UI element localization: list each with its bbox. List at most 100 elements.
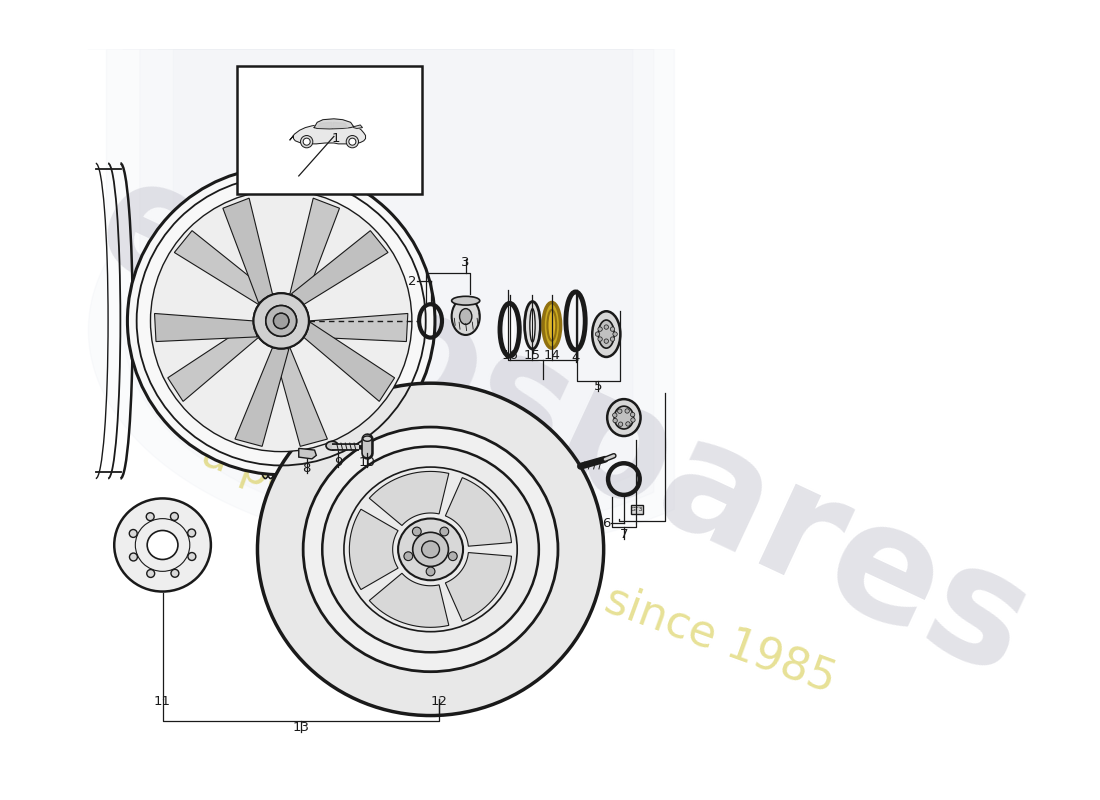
Ellipse shape <box>326 442 339 450</box>
Ellipse shape <box>257 383 604 715</box>
Text: 12: 12 <box>431 694 448 707</box>
Polygon shape <box>154 314 256 342</box>
Ellipse shape <box>598 320 614 348</box>
Circle shape <box>304 138 310 145</box>
Circle shape <box>404 552 412 561</box>
Ellipse shape <box>262 163 289 478</box>
Ellipse shape <box>543 302 561 348</box>
Circle shape <box>598 327 603 331</box>
Polygon shape <box>446 478 512 546</box>
Circle shape <box>610 337 615 342</box>
Ellipse shape <box>505 309 514 350</box>
Polygon shape <box>290 124 365 144</box>
Text: GT3: GT3 <box>630 507 644 512</box>
Ellipse shape <box>412 532 449 566</box>
Circle shape <box>266 306 297 336</box>
Circle shape <box>626 422 630 426</box>
Polygon shape <box>292 230 388 306</box>
Ellipse shape <box>548 310 557 341</box>
Circle shape <box>630 418 635 422</box>
Ellipse shape <box>188 553 196 561</box>
Text: 10: 10 <box>359 455 376 469</box>
Ellipse shape <box>146 570 155 578</box>
Text: 7: 7 <box>619 527 628 541</box>
Text: 8: 8 <box>302 462 311 474</box>
Circle shape <box>253 294 309 349</box>
Polygon shape <box>235 345 289 446</box>
Polygon shape <box>354 125 363 129</box>
Polygon shape <box>274 345 328 446</box>
Circle shape <box>274 314 289 329</box>
Circle shape <box>613 413 617 418</box>
Circle shape <box>610 327 615 331</box>
Circle shape <box>595 332 600 336</box>
Circle shape <box>300 135 312 148</box>
Polygon shape <box>174 230 271 306</box>
Polygon shape <box>223 198 273 302</box>
Polygon shape <box>299 448 317 459</box>
Circle shape <box>598 337 603 342</box>
Polygon shape <box>315 119 354 129</box>
Circle shape <box>440 527 449 536</box>
Ellipse shape <box>452 298 480 335</box>
Ellipse shape <box>304 427 558 672</box>
Text: 9: 9 <box>334 455 342 469</box>
Ellipse shape <box>460 309 472 325</box>
Circle shape <box>604 339 608 343</box>
Ellipse shape <box>188 529 196 537</box>
Text: 11: 11 <box>154 694 172 707</box>
Text: 15: 15 <box>524 350 541 362</box>
Text: 3: 3 <box>462 256 470 269</box>
Ellipse shape <box>530 309 535 342</box>
Polygon shape <box>306 314 408 342</box>
Circle shape <box>128 167 435 474</box>
Polygon shape <box>289 198 340 302</box>
Polygon shape <box>631 506 644 514</box>
Circle shape <box>349 138 356 145</box>
Ellipse shape <box>363 436 372 442</box>
Circle shape <box>346 135 359 148</box>
Polygon shape <box>350 510 398 590</box>
Ellipse shape <box>170 513 178 521</box>
Text: 6: 6 <box>603 517 611 530</box>
Circle shape <box>274 314 289 329</box>
Ellipse shape <box>398 518 463 580</box>
Ellipse shape <box>525 302 540 349</box>
Ellipse shape <box>421 541 440 558</box>
Ellipse shape <box>322 446 539 652</box>
Polygon shape <box>370 471 449 526</box>
Polygon shape <box>446 553 512 621</box>
Ellipse shape <box>452 296 480 305</box>
Circle shape <box>426 567 434 576</box>
Polygon shape <box>333 122 348 128</box>
Ellipse shape <box>592 311 620 357</box>
Ellipse shape <box>130 530 138 538</box>
Text: 4: 4 <box>571 351 580 364</box>
Text: 2: 2 <box>408 275 417 288</box>
Text: 1: 1 <box>331 132 340 145</box>
Ellipse shape <box>170 570 179 578</box>
Polygon shape <box>168 322 261 402</box>
Polygon shape <box>301 322 395 402</box>
Ellipse shape <box>114 498 211 591</box>
Circle shape <box>617 409 621 414</box>
Circle shape <box>613 418 617 422</box>
Circle shape <box>618 422 623 426</box>
Polygon shape <box>317 122 332 128</box>
Polygon shape <box>370 574 449 627</box>
Text: eurospares: eurospares <box>72 142 1053 710</box>
Circle shape <box>151 190 411 452</box>
Text: 16: 16 <box>502 350 518 362</box>
Circle shape <box>604 325 608 330</box>
Circle shape <box>630 413 635 417</box>
Ellipse shape <box>130 553 138 561</box>
Circle shape <box>449 552 458 561</box>
Text: a passion for parts since 1985: a passion for parts since 1985 <box>196 432 841 702</box>
Ellipse shape <box>146 513 154 521</box>
Circle shape <box>266 306 297 336</box>
Text: 13: 13 <box>293 721 309 734</box>
Circle shape <box>412 527 421 536</box>
Text: 14: 14 <box>543 350 560 362</box>
Circle shape <box>253 294 309 349</box>
Ellipse shape <box>614 406 634 429</box>
